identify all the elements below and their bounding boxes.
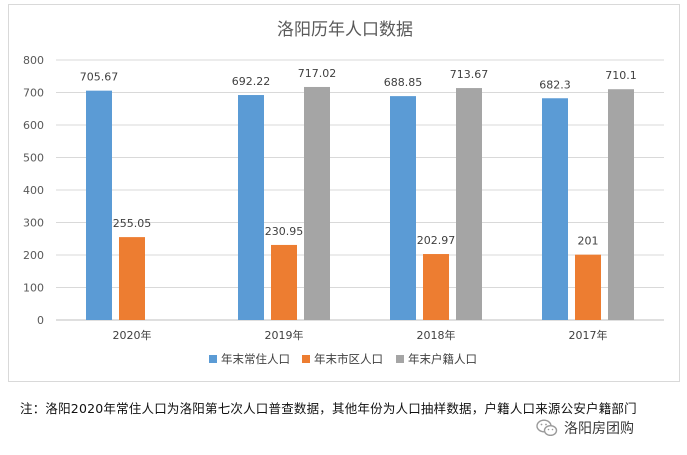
bar-chart: 洛阳历年人口数据 0 100 200 300 400 500 600 700 800 705.67 2… (23, 20, 664, 366)
y-tick-label: 100 (23, 282, 44, 295)
data-label: 201 (578, 235, 599, 248)
legend-label: 年末市区人口 (314, 352, 383, 366)
y-tick-label: 400 (23, 184, 44, 197)
data-label: 713.67 (450, 68, 489, 81)
bar (86, 90, 112, 320)
bar (271, 244, 297, 320)
x-tick-label: 2019年 (265, 328, 304, 342)
y-tick-label: 600 (23, 119, 44, 132)
data-label: 230.95 (265, 225, 304, 238)
data-label: 682.3 (539, 78, 571, 91)
bar (423, 254, 449, 320)
chart-container: 洛阳历年人口数据 0 100 200 300 400 500 600 700 800 705.67 2… (8, 4, 680, 382)
y-tick-label: 700 (23, 87, 44, 100)
bar (608, 89, 634, 320)
bar (304, 86, 330, 320)
bar (542, 98, 568, 320)
watermark-text: 洛阳房团购 (564, 421, 634, 437)
legend-label: 年末常住人口 (221, 352, 290, 366)
y-tick-label: 200 (23, 249, 44, 262)
bar (119, 237, 145, 320)
data-label: 710.1 (605, 69, 637, 82)
data-label: 255.05 (113, 217, 152, 230)
data-label: 705.67 (80, 71, 119, 84)
bar (575, 254, 601, 320)
wechat-icon (536, 419, 558, 437)
bar (238, 95, 264, 320)
y-tick-label: 300 (23, 217, 44, 230)
legend-swatch (302, 355, 310, 363)
chart-title: 洛阳历年人口数据 (277, 20, 413, 40)
legend-label: 年末户籍人口 (408, 352, 477, 366)
footnote: 注：洛阳2020年常住人口为洛阳第七次人口普查数据，其他年份为人口抽样数据，户籍… (20, 401, 637, 416)
data-label: 688.85 (384, 76, 423, 89)
x-tick-label: 2020年 (113, 328, 152, 342)
x-tick-label: 2018年 (417, 328, 456, 342)
x-tick-label: 2017年 (569, 328, 608, 342)
y-tick-label: 800 (23, 54, 44, 67)
data-label: 202.97 (417, 234, 456, 247)
bar (456, 88, 482, 320)
y-tick-label: 500 (23, 152, 44, 165)
bar (390, 96, 416, 320)
watermark: 洛阳房团购 (536, 418, 634, 438)
y-tick-label: 0 (37, 314, 44, 327)
legend-swatch (209, 355, 217, 363)
data-label: 692.22 (232, 75, 271, 88)
data-label: 717.02 (298, 67, 337, 80)
legend-swatch (396, 355, 404, 363)
